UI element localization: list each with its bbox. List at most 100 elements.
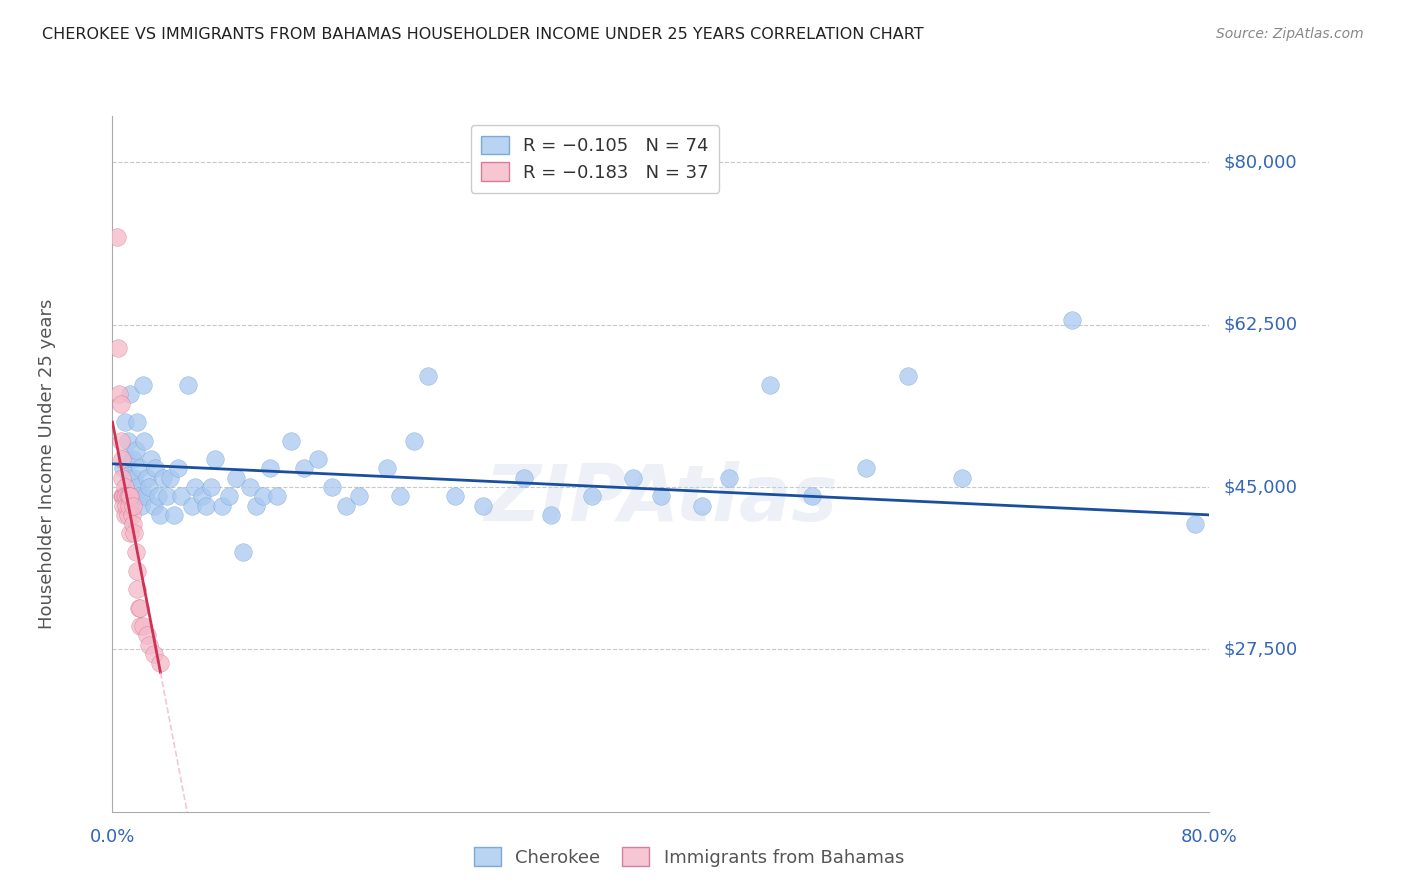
Point <box>759 378 782 392</box>
Text: CHEROKEE VS IMMIGRANTS FROM BAHAMAS HOUSEHOLDER INCOME UNDER 25 YEARS CORRELATIO: CHEROKEE VS IMMIGRANTS FROM BAHAMAS HOUS… <box>42 27 924 42</box>
Point <box>718 471 741 485</box>
Point <box>128 489 150 503</box>
Point <box>111 489 134 503</box>
Point <box>134 489 156 503</box>
Point <box>135 471 157 485</box>
Point <box>152 471 174 485</box>
Point <box>114 508 136 522</box>
Point <box>111 452 134 467</box>
Point <box>142 499 165 513</box>
Point <box>112 489 135 503</box>
Point <box>122 499 145 513</box>
Point <box>149 657 172 671</box>
Point <box>621 471 644 485</box>
Point <box>127 415 149 429</box>
Point <box>105 229 128 244</box>
Point <box>245 499 267 513</box>
Text: ZIPAtlas: ZIPAtlas <box>484 460 838 537</box>
Point <box>128 600 150 615</box>
Point <box>138 480 160 494</box>
Point <box>225 471 247 485</box>
Point <box>581 489 603 503</box>
Point <box>307 452 329 467</box>
Point <box>800 489 823 503</box>
Point <box>129 499 152 513</box>
Text: 80.0%: 80.0% <box>1181 829 1237 847</box>
Point <box>118 499 141 513</box>
Point <box>349 489 371 503</box>
Point <box>114 489 136 503</box>
Point <box>1184 517 1206 532</box>
Point <box>122 517 145 532</box>
Point <box>129 461 152 475</box>
Point <box>280 434 302 448</box>
Point <box>117 434 139 448</box>
Point <box>127 564 149 578</box>
Point <box>117 489 139 503</box>
Legend: R = −0.105   N = 74, R = −0.183   N = 37: R = −0.105 N = 74, R = −0.183 N = 37 <box>471 125 720 193</box>
Point <box>167 461 190 475</box>
Point <box>132 434 155 448</box>
Point <box>142 647 165 661</box>
Point <box>121 508 143 522</box>
Point <box>194 499 217 513</box>
Point <box>139 452 162 467</box>
Point <box>156 489 179 503</box>
Point <box>239 480 262 494</box>
Point <box>190 489 212 503</box>
Point <box>211 499 233 513</box>
Point <box>124 471 146 485</box>
Point <box>120 526 142 541</box>
Point <box>115 489 138 503</box>
Text: $80,000: $80,000 <box>1223 153 1296 171</box>
Point <box>118 471 141 485</box>
Point <box>129 619 152 633</box>
Point <box>115 499 138 513</box>
Point <box>115 489 138 503</box>
Point <box>266 489 288 503</box>
Point <box>111 471 134 485</box>
Point <box>138 638 160 652</box>
Point <box>183 480 207 494</box>
Legend: Cherokee, Immigrants from Bahamas: Cherokee, Immigrants from Bahamas <box>467 840 911 874</box>
Point <box>170 489 193 503</box>
Text: $27,500: $27,500 <box>1223 640 1298 658</box>
Point <box>375 461 398 475</box>
Point <box>321 480 343 494</box>
Point <box>540 508 562 522</box>
Point <box>118 489 141 503</box>
Point <box>232 545 254 559</box>
Point <box>177 378 200 392</box>
Point <box>1062 313 1084 327</box>
Point <box>159 471 181 485</box>
Text: Source: ZipAtlas.com: Source: ZipAtlas.com <box>1216 27 1364 41</box>
Text: $62,500: $62,500 <box>1223 316 1298 334</box>
Point <box>513 471 536 485</box>
Point <box>112 461 135 475</box>
Point <box>129 600 152 615</box>
Point <box>181 499 204 513</box>
Point <box>120 489 142 503</box>
Point <box>218 489 240 503</box>
Point <box>125 442 148 457</box>
Point <box>163 508 186 522</box>
Point <box>110 396 132 410</box>
Point <box>855 461 877 475</box>
Point <box>131 619 153 633</box>
Point <box>131 378 153 392</box>
Point <box>335 499 357 513</box>
Point <box>471 499 494 513</box>
Point <box>143 461 166 475</box>
Point <box>952 471 974 485</box>
Point <box>252 489 274 503</box>
Point <box>114 480 136 494</box>
Point <box>135 628 157 642</box>
Point <box>108 387 131 401</box>
Point <box>122 452 145 467</box>
Point <box>650 489 672 503</box>
Point <box>204 452 226 467</box>
Point <box>444 489 467 503</box>
Point <box>416 368 439 383</box>
Point <box>294 461 316 475</box>
Point <box>107 341 129 355</box>
